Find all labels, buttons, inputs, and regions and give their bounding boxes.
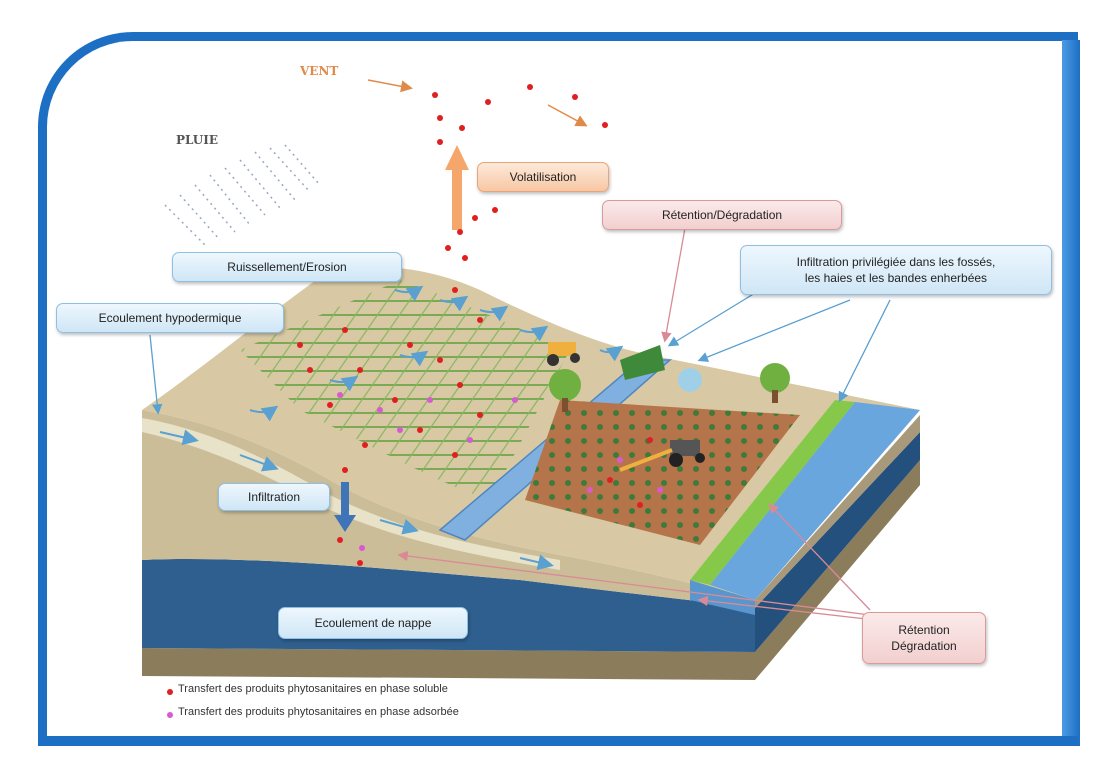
runoff-arrows [249, 285, 624, 422]
rain-label: PLUIE [176, 133, 219, 147]
vineyard [240, 280, 570, 500]
soil-front [142, 410, 755, 608]
infiltration-privileged-line2: les haies et les bandes enherbées [804, 271, 988, 285]
river [710, 402, 920, 600]
retention-degradation-bottom-label: Rétention Dégradation [862, 612, 986, 664]
groundwater-flow-label: Ecoulement de nappe [278, 607, 468, 639]
river-front [690, 580, 755, 615]
frame-border-bottom [38, 736, 1078, 746]
airborne-droplets [432, 84, 608, 261]
soil-side [755, 415, 920, 608]
aquifer-side [755, 432, 920, 652]
legend-adsorbed: Transfert des produits phytosanitaires e… [178, 706, 459, 718]
legend-dot-soluble [167, 689, 173, 695]
retention-degradation-top-label: Rétention/Dégradation [602, 200, 842, 230]
wind-label: VENT [300, 64, 339, 78]
infiltration-privileged-label: Infiltration privilégiée dans les fossés… [740, 245, 1052, 295]
tractor-vineyard [547, 342, 580, 366]
legend-soluble: Transfert des produits phytosanitaires e… [178, 683, 448, 695]
pointer-lines [149, 227, 891, 621]
bedrock-layer [142, 460, 920, 680]
grass-strip [690, 400, 855, 585]
hedge [620, 345, 665, 380]
sprayer [678, 368, 702, 392]
volatilisation-label: Volatilisation [477, 162, 609, 192]
legend-dot-adsorbed [167, 712, 173, 718]
frame-border [38, 32, 1078, 744]
crop-field [525, 400, 800, 545]
tractor-field [619, 440, 705, 472]
rain [164, 144, 321, 246]
subsurface-arrows [159, 429, 554, 571]
infiltration-label: Infiltration [218, 483, 330, 511]
retention-bottom-line1: Rétention [898, 623, 950, 637]
tree-1 [549, 369, 581, 401]
infiltration-privileged-line1: Infiltration privilégiée dans les fossés… [796, 255, 996, 269]
tree-2 [760, 363, 790, 393]
subsurface-flow-label: Ecoulement hypodermique [56, 303, 284, 333]
frame-border-right [1062, 40, 1080, 746]
runoff-erosion-label: Ruissellement/Erosion [172, 252, 402, 282]
adsorbed-droplets [337, 392, 663, 551]
subsurface-band [142, 418, 560, 570]
retention-bottom-line2: Dégradation [891, 639, 957, 653]
soluble-droplets [297, 287, 653, 566]
